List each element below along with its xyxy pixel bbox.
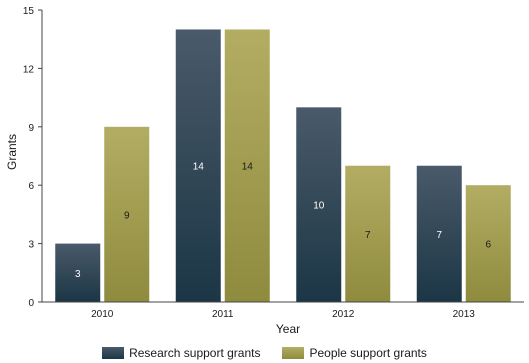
- legend-label-people: People support grants: [309, 346, 427, 360]
- bar-people-2010: [104, 126, 150, 302]
- x-tick-label-2011: 2011: [212, 309, 234, 320]
- bar-research-2012: [296, 107, 342, 302]
- x-tick-label-2013: 2013: [453, 309, 476, 320]
- y-tick-label-6: 6: [28, 181, 34, 192]
- x-axis-title: Year: [276, 322, 300, 336]
- bar-people-2011: [224, 29, 270, 302]
- y-tick-label-12: 12: [23, 64, 35, 75]
- data-label-research-2012: 10: [313, 201, 325, 212]
- bar-research-2013: [416, 165, 462, 302]
- y-axis-title: Grants: [5, 134, 19, 170]
- y-tick-label-0: 0: [28, 298, 34, 309]
- data-label-people-2011: 14: [242, 162, 254, 173]
- bar-people-2012: [345, 165, 391, 302]
- legend-item-people: People support grants: [282, 346, 427, 360]
- data-label-research-2011: 14: [193, 162, 205, 173]
- chart-legend: Research support grants People support g…: [0, 343, 529, 363]
- data-label-research-2013: 7: [436, 230, 442, 241]
- y-tick-label-3: 3: [28, 240, 34, 251]
- data-label-people-2013: 6: [485, 240, 491, 251]
- data-label-people-2010: 9: [124, 210, 130, 221]
- chart-plot: 3 9 14 14 10 7 7 6 2010 2011 2012 2013 0 3 6 9 12 15 Yea…: [5, 6, 524, 336]
- data-label-people-2012: 7: [365, 230, 371, 241]
- x-tick-label-2010: 2010: [91, 309, 114, 320]
- y-tick-label-9: 9: [28, 123, 34, 134]
- y-tick-label-15: 15: [23, 6, 35, 17]
- legend-swatch-people: [282, 347, 305, 359]
- bar-research-2010: [55, 243, 101, 302]
- bar-people-2013: [465, 185, 511, 302]
- data-label-research-2010: 3: [75, 269, 81, 280]
- bar-research-2011: [175, 29, 221, 302]
- x-tick-label-2012: 2012: [332, 309, 355, 320]
- legend-item-research: Research support grants: [102, 346, 260, 360]
- legend-label-research: Research support grants: [129, 346, 261, 360]
- legend-swatch-research: [102, 347, 125, 359]
